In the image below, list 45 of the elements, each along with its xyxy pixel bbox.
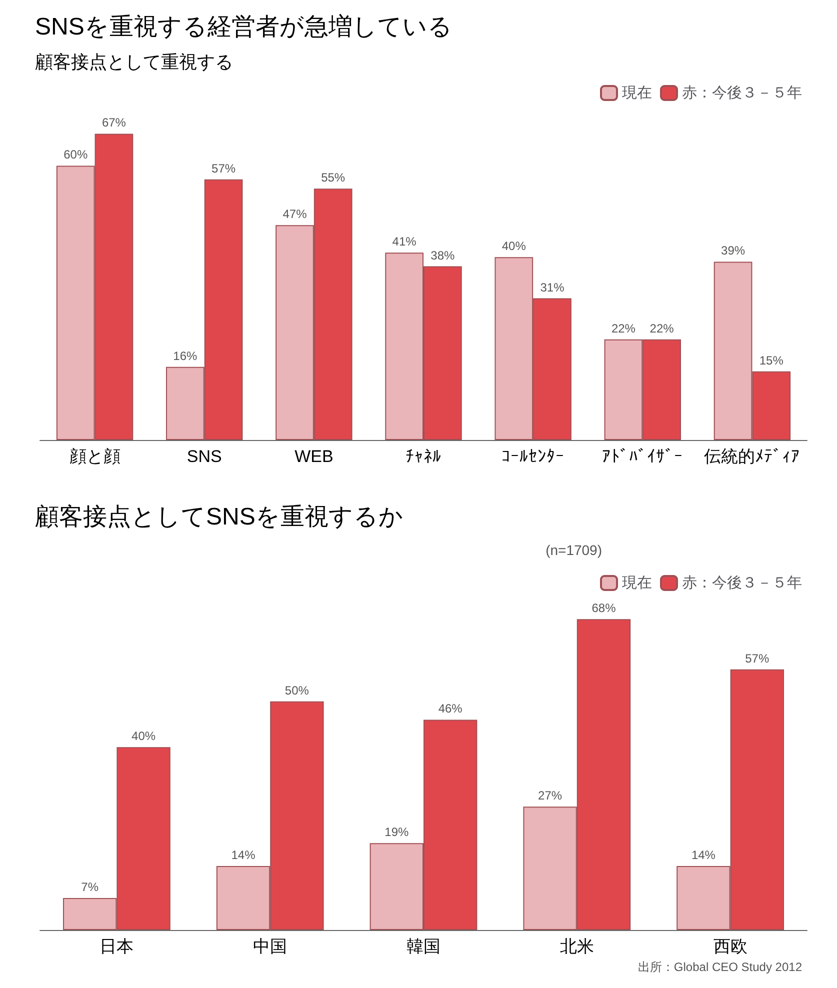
chart-subtitle: 顧客接点として重視する <box>35 52 233 72</box>
data-label: 7% <box>81 880 99 894</box>
data-label: 57% <box>745 651 770 666</box>
x-tick-label: WEB <box>294 447 334 466</box>
data-label: 22% <box>611 321 636 336</box>
data-label: 31% <box>540 280 565 294</box>
x-tick-label: ﾁｬﾈﾙ <box>406 447 442 466</box>
legend-label: 現在 <box>622 84 652 102</box>
data-label: 14% <box>231 848 256 862</box>
data-label: 60% <box>64 148 88 162</box>
data-label: 50% <box>284 683 310 698</box>
data-label: 39% <box>721 244 746 258</box>
legend-label: 赤：今後３－５年 <box>682 84 802 102</box>
legend-label: 赤：今後３－５年 <box>682 574 802 592</box>
data-label: 68% <box>592 601 616 616</box>
data-label: 67% <box>102 116 126 130</box>
text: 出所：Global CEO Study 2012 <box>638 960 802 974</box>
data-label: 16% <box>173 348 198 363</box>
x-tick-label: 韓国 <box>406 937 440 956</box>
data-label: 38% <box>430 248 456 262</box>
data-label: 22% <box>650 321 674 336</box>
data-label: 55% <box>321 170 346 185</box>
x-tick-label: 顔と顔 <box>69 447 120 466</box>
x-tick-label: SNS <box>186 447 222 466</box>
x-tick-label: 中国 <box>253 937 288 956</box>
data-label: 47% <box>282 207 308 222</box>
data-label: 15% <box>759 353 784 368</box>
chart-title: SNSを重視する経営者が急増している <box>35 14 452 40</box>
x-tick-label: 北米 <box>560 937 594 956</box>
x-tick-label: 西欧 <box>713 937 748 956</box>
x-tick-label: ｱﾄﾞﾊﾞｲｻﾞｰ <box>602 447 684 466</box>
data-label: 46% <box>438 702 463 716</box>
x-tick-label: ｺｰﾙｾﾝﾀｰ <box>502 447 565 466</box>
data-label: 27% <box>538 788 562 803</box>
data-label: 14% <box>691 848 716 862</box>
data-label: 40% <box>502 239 526 254</box>
data-label: 41% <box>392 234 417 249</box>
x-tick-label: 伝統的ﾒﾃﾞｨｱ <box>704 447 800 466</box>
data-label: 40% <box>132 729 156 744</box>
chart-title: 顧客接点としてSNSを重視するか <box>35 504 404 530</box>
x-tick-label: 日本 <box>100 937 134 956</box>
data-label: 57% <box>212 161 236 176</box>
data-label: 19% <box>384 825 409 840</box>
text: (n=1709) <box>546 542 602 558</box>
legend-label: 現在 <box>622 574 652 592</box>
